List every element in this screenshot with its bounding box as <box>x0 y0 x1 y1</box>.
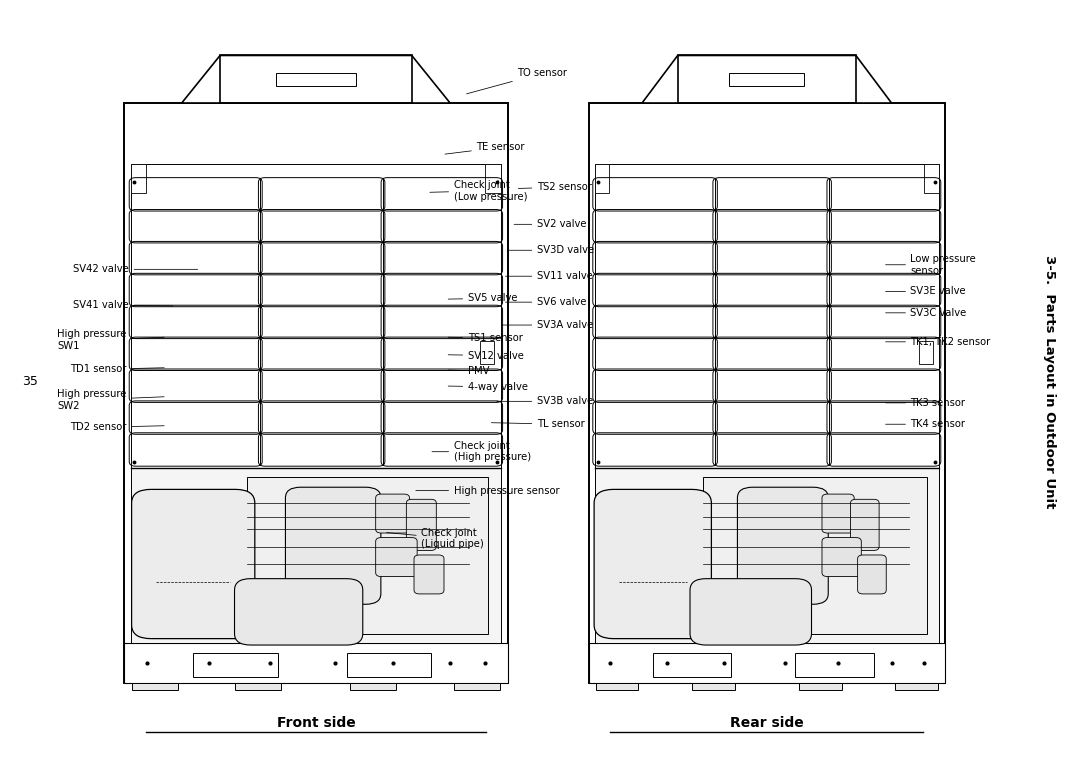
Bar <box>795 653 874 677</box>
Text: 4-way valve: 4-way valve <box>448 382 528 392</box>
Text: SV3E valve: SV3E valve <box>886 286 967 297</box>
Text: Front side: Front side <box>276 716 355 729</box>
FancyBboxPatch shape <box>851 499 879 550</box>
Bar <box>595 164 939 648</box>
Text: TK3 sensor: TK3 sensor <box>886 398 966 408</box>
Polygon shape <box>642 56 892 103</box>
Text: PMV: PMV <box>448 365 489 376</box>
Bar <box>895 683 937 690</box>
Bar <box>703 477 927 633</box>
Text: TK4 sensor: TK4 sensor <box>886 419 966 430</box>
Text: SV2 valve: SV2 valve <box>514 219 586 230</box>
Bar <box>799 683 841 690</box>
Text: High pressure
SW1: High pressure SW1 <box>57 330 164 351</box>
Text: TO sensor: TO sensor <box>467 68 567 94</box>
Text: High pressure sensor: High pressure sensor <box>416 485 559 496</box>
Text: Check joint
(Liquid pipe): Check joint (Liquid pipe) <box>387 528 484 549</box>
FancyBboxPatch shape <box>132 489 255 639</box>
Bar <box>132 683 178 690</box>
Bar <box>347 653 431 677</box>
Text: SV5 valve: SV5 valve <box>448 293 517 304</box>
FancyBboxPatch shape <box>822 494 854 533</box>
FancyBboxPatch shape <box>234 578 363 645</box>
Bar <box>247 477 488 633</box>
FancyBboxPatch shape <box>285 488 381 604</box>
Bar <box>193 653 278 677</box>
Text: High pressure
SW2: High pressure SW2 <box>57 389 164 410</box>
Bar <box>480 341 495 364</box>
Bar <box>131 164 147 193</box>
Bar <box>589 643 945 683</box>
Text: SV3B valve: SV3B valve <box>497 396 593 407</box>
Text: SV12 valve: SV12 valve <box>448 350 524 361</box>
Text: TK1, TK2 sensor: TK1, TK2 sensor <box>886 336 990 347</box>
Bar <box>924 164 939 193</box>
FancyBboxPatch shape <box>376 538 417 577</box>
FancyBboxPatch shape <box>406 499 436 550</box>
FancyBboxPatch shape <box>822 538 862 577</box>
Bar <box>131 468 501 642</box>
Text: SV42 valve: SV42 valve <box>73 264 198 275</box>
Bar <box>595 164 609 193</box>
Text: Check joint
(High pressure): Check joint (High pressure) <box>432 441 530 462</box>
Bar <box>595 468 939 642</box>
Text: TD2 sensor: TD2 sensor <box>70 422 164 433</box>
Bar <box>729 73 805 86</box>
FancyBboxPatch shape <box>690 578 811 645</box>
Bar <box>220 56 411 103</box>
Bar <box>131 164 501 648</box>
Bar <box>596 683 638 690</box>
Bar <box>124 103 508 683</box>
FancyBboxPatch shape <box>738 488 828 604</box>
Bar <box>919 341 932 364</box>
Polygon shape <box>181 56 450 103</box>
Bar <box>350 683 396 690</box>
Text: TS1 sensor: TS1 sensor <box>448 333 523 343</box>
Bar <box>589 103 945 683</box>
Bar <box>454 683 500 690</box>
Text: SV3A valve: SV3A valve <box>502 320 593 330</box>
Text: SV6 valve: SV6 valve <box>505 297 586 307</box>
Text: SV3C valve: SV3C valve <box>886 307 967 318</box>
Bar <box>124 643 508 683</box>
Bar <box>692 683 734 690</box>
FancyBboxPatch shape <box>414 555 444 594</box>
Text: TS2 sensor: TS2 sensor <box>518 182 592 192</box>
Bar <box>235 683 282 690</box>
Text: Low pressure
sensor: Low pressure sensor <box>886 254 976 275</box>
Bar <box>678 56 856 103</box>
Text: 35: 35 <box>23 375 38 388</box>
Bar <box>275 73 356 86</box>
Text: TE sensor: TE sensor <box>445 142 525 154</box>
FancyBboxPatch shape <box>376 494 409 533</box>
FancyBboxPatch shape <box>594 489 712 639</box>
Bar <box>485 164 501 193</box>
Text: TD1 sensor: TD1 sensor <box>70 364 164 375</box>
Text: Rear side: Rear side <box>730 716 804 729</box>
Text: TL sensor: TL sensor <box>491 419 584 430</box>
Text: SV11 valve: SV11 valve <box>505 271 593 282</box>
Text: SV41 valve: SV41 valve <box>73 300 173 311</box>
Text: SV3D valve: SV3D valve <box>508 245 594 256</box>
FancyBboxPatch shape <box>858 555 887 594</box>
Text: 3-5.  Parts Layout in Outdoor Unit: 3-5. Parts Layout in Outdoor Unit <box>1043 255 1056 508</box>
Bar <box>652 653 731 677</box>
Text: Check joint
(Low pressure): Check joint (Low pressure) <box>430 180 527 201</box>
